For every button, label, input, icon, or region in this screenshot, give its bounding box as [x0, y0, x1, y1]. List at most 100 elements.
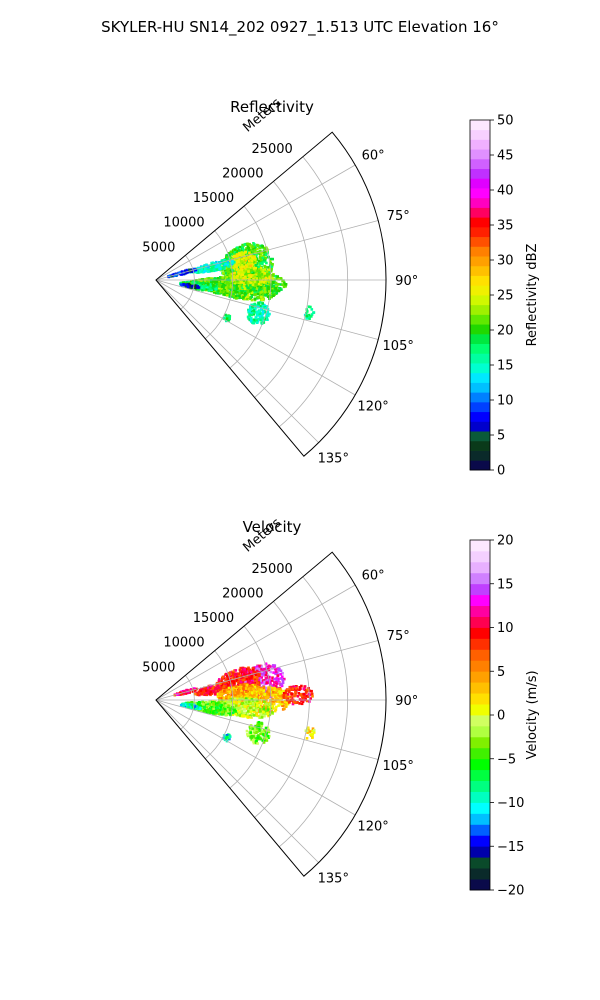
- echo-cell: [265, 270, 269, 273]
- echo-cell: [249, 283, 252, 287]
- echo-cell: [249, 710, 252, 714]
- echo-cell: [250, 279, 254, 282]
- echo-cell: [218, 678, 221, 681]
- echo-cell: [276, 275, 279, 278]
- echo-cell: [222, 290, 226, 293]
- echo-cell: [212, 685, 216, 689]
- echo-cell: [241, 249, 244, 252]
- echo-cell: [231, 671, 235, 675]
- echo-cell: [251, 293, 254, 297]
- echo-cell: [261, 319, 265, 322]
- echo-cell: [261, 280, 264, 283]
- echo-cell: [241, 286, 244, 289]
- echo-cell: [246, 290, 250, 293]
- azimuth-spoke: [155, 279, 319, 443]
- echo-cell: [219, 266, 223, 270]
- echo-cell: [266, 289, 269, 293]
- echo-cell: [274, 680, 278, 684]
- echo-cell: [243, 670, 246, 673]
- echo-cell: [262, 707, 265, 711]
- range-ring: [278, 156, 349, 428]
- echo-cell: [237, 281, 241, 284]
- echo-cell: [233, 689, 236, 692]
- echo-cell: [279, 691, 282, 694]
- echo-cell: [229, 250, 233, 254]
- echo-cell: [271, 676, 274, 679]
- echo-cell: [244, 702, 247, 706]
- echo-cell: [257, 273, 260, 276]
- echo-cell: [236, 280, 239, 283]
- colorbar-segment: [470, 324, 490, 335]
- echo-cell: [249, 308, 252, 311]
- echo-cell: [268, 260, 272, 263]
- echo-cell: [246, 710, 250, 713]
- echo-cell: [263, 287, 266, 291]
- echo-cell: [210, 269, 213, 273]
- echo-cell: [255, 679, 258, 682]
- echo-cell: [201, 688, 204, 692]
- echo-cell: [256, 702, 259, 705]
- echo-cell: [235, 697, 239, 701]
- echo-cell: [235, 291, 239, 294]
- angular-tick-label: 135°: [318, 451, 349, 466]
- echo-cell: [216, 695, 220, 699]
- echo-cell: [242, 296, 245, 299]
- echo-cell: [243, 714, 246, 718]
- echo-cell: [212, 262, 216, 265]
- echo-cell: [207, 265, 210, 269]
- echo-cell: [257, 284, 260, 288]
- echo-cell: [254, 670, 257, 674]
- echo-cell: [272, 683, 276, 687]
- echo-cell: [228, 700, 231, 703]
- echo-cell: [262, 671, 266, 674]
- echo-cell: [268, 280, 272, 284]
- echo-cell: [248, 687, 251, 691]
- echo-cell: [263, 272, 267, 275]
- echo-cell: [215, 290, 218, 293]
- echo-cell: [243, 708, 247, 711]
- echo-cell: [236, 275, 239, 278]
- echo-cell: [236, 689, 239, 693]
- echo-cell: [245, 690, 248, 694]
- echo-cell: [270, 289, 274, 292]
- echo-cell: [266, 702, 270, 706]
- colorbar-segment: [470, 431, 490, 442]
- colorbar-tick-label: 20: [497, 324, 514, 339]
- echo-cell: [273, 289, 276, 293]
- echo-cell: [247, 259, 251, 263]
- colorbar-segment: [470, 343, 490, 354]
- echo-cell: [232, 289, 236, 292]
- echo-cell: [209, 268, 212, 271]
- echo-cell: [245, 687, 248, 690]
- echo-cell: [237, 260, 240, 264]
- echo-cell: [209, 711, 213, 715]
- echo-cell: [235, 675, 239, 679]
- echo-cell: [256, 280, 259, 283]
- echo-cell: [243, 711, 246, 714]
- echo-cell: [256, 247, 259, 251]
- echo-cell: [244, 277, 247, 280]
- echo-cell: [247, 680, 250, 683]
- echo-cell: [270, 686, 274, 690]
- echo-cell: [248, 296, 251, 299]
- echo-cell: [271, 263, 274, 266]
- echo-cell: [258, 301, 262, 304]
- echo-cell: [260, 676, 263, 679]
- echo-cell: [267, 268, 271, 272]
- echo-cell: [186, 285, 190, 289]
- echo-cell: [260, 307, 263, 311]
- echo-cell: [264, 702, 267, 706]
- echo-cell: [222, 283, 225, 287]
- echo-cell: [239, 684, 242, 687]
- echo-cell: [266, 711, 269, 714]
- echo-cell: [254, 316, 258, 319]
- echo-cell: [237, 284, 241, 288]
- echo-cell: [221, 276, 224, 279]
- echo-cell: [283, 281, 286, 285]
- echo-cell: [197, 266, 200, 270]
- echo-cell: [260, 665, 263, 668]
- echo-cell: [203, 269, 207, 273]
- echo-cell: [248, 313, 251, 316]
- echo-cell: [206, 686, 209, 690]
- echo-cell: [252, 313, 255, 316]
